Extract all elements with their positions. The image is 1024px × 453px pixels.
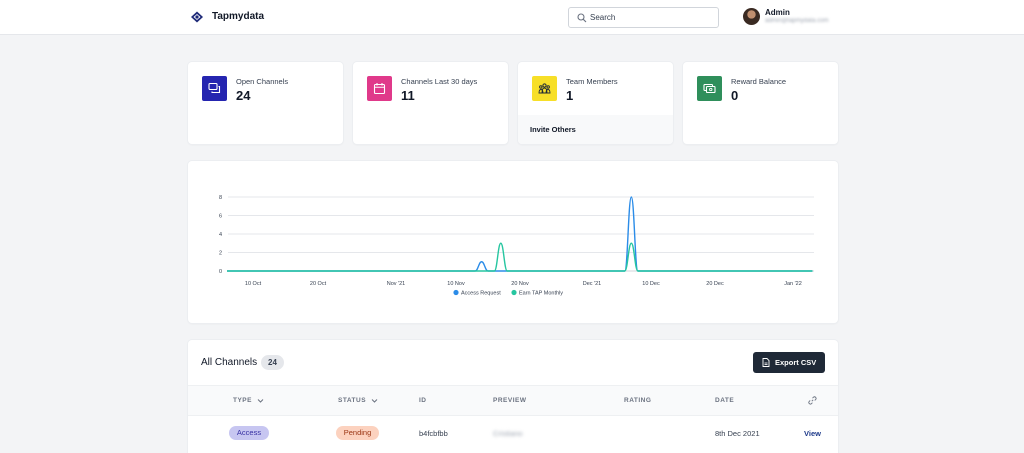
x-tick-label: 20 Dec: [706, 281, 724, 287]
column-status[interactable]: STATUS: [338, 397, 367, 404]
top-bar: Tapmydata Admin admin@tapmydata.com: [0, 0, 1024, 35]
stat-value: 1: [566, 88, 574, 103]
channel-id: b4fcbfbb: [419, 429, 448, 438]
channels-title: All Channels: [201, 357, 258, 368]
chevron-down-icon[interactable]: [371, 397, 378, 404]
channels-count-badge: 24: [261, 355, 284, 370]
stat-label: Channels Last 30 days: [401, 77, 478, 86]
avatar[interactable]: [743, 8, 760, 25]
legend-label: Access Request: [461, 291, 501, 297]
search-box[interactable]: [568, 7, 719, 28]
x-tick-label: 20 Oct: [310, 281, 327, 287]
all-channels-card: All Channels 24 Export CSV TYPE STATUS I…: [188, 340, 838, 453]
channel-date: 8th Dec 2021: [715, 429, 760, 438]
activity-chart: 0 2 4 6 8 10 Oct 20 Oct Nov '21 10 Nov 20 Nov Dec …: [219, 195, 814, 297]
chat-icon-box: [202, 76, 227, 101]
activity-chart-card: 0 2 4 6 8 10 Oct 20 Oct Nov '21 10 Nov 20 Nov Dec …: [188, 161, 838, 323]
calendar-icon: [373, 83, 386, 95]
type-badge: Access: [229, 426, 269, 440]
x-tick-label: 10 Nov: [447, 281, 465, 287]
column-type[interactable]: TYPE: [233, 397, 252, 404]
stat-label: Team Members: [566, 77, 618, 86]
table-header: TYPE STATUS ID PREVIEW RATING DATE: [188, 385, 838, 416]
channel-preview: Cristiano: [493, 429, 523, 438]
x-tick-label: 20 Nov: [511, 281, 529, 287]
legend-marker: [511, 289, 517, 296]
invite-others-link[interactable]: Invite Others: [530, 125, 576, 134]
user-name: Admin: [765, 8, 790, 17]
stat-label: Reward Balance: [731, 77, 787, 86]
user-email: admin@tapmydata.com: [765, 18, 829, 24]
chevron-down-icon[interactable]: [257, 397, 264, 404]
search-input[interactable]: [590, 10, 710, 25]
stat-value: 24: [236, 88, 251, 103]
logo-icon[interactable]: [190, 10, 204, 24]
y-tick-label: 8: [219, 195, 222, 201]
x-tick-label: Jan '22: [784, 281, 802, 287]
money-icon: [703, 83, 716, 94]
x-tick-label: 10 Oct: [245, 281, 262, 287]
export-csv-button[interactable]: Export CSV: [753, 352, 825, 373]
team-icon: [538, 83, 551, 94]
column-date: DATE: [715, 397, 735, 404]
stat-value: 11: [401, 88, 415, 103]
y-tick-label: 4: [219, 232, 222, 238]
money-icon-box: [697, 76, 722, 101]
search-icon: [577, 13, 587, 23]
y-tick-label: 6: [219, 214, 222, 220]
stat-card-open-channels: Open Channels 24: [188, 62, 343, 144]
stat-card-channels-30-days: Channels Last 30 days 11: [353, 62, 508, 144]
invite-others-footer[interactable]: Invite Others: [518, 115, 673, 144]
column-preview: PREVIEW: [493, 397, 527, 404]
calendar-icon-box: [367, 76, 392, 101]
team-icon-box: [532, 76, 557, 101]
legend-label: Earn TAP Monthly: [519, 291, 563, 297]
view-link[interactable]: View: [804, 429, 821, 438]
stat-card-team-members: Team Members 1 Invite Others: [518, 62, 673, 144]
y-tick-label: 0: [219, 269, 222, 275]
series-line-1: [227, 242, 813, 272]
brand-name[interactable]: Tapmydata: [212, 11, 265, 22]
link-icon: [808, 396, 817, 405]
y-tick-label: 2: [219, 251, 222, 257]
table-row[interactable]: Access Pending b4fcbfbb Cristiano 8th De…: [188, 417, 838, 449]
chat-icon: [208, 82, 221, 94]
stat-value: 0: [731, 88, 739, 103]
legend-marker: [453, 289, 459, 296]
x-tick-label: Nov '21: [387, 281, 405, 287]
document-icon: [762, 358, 770, 367]
column-rating: RATING: [624, 397, 652, 404]
x-tick-label: 10 Dec: [642, 281, 660, 287]
column-id: ID: [419, 397, 427, 404]
x-tick-label: Dec '21: [583, 281, 601, 287]
stat-card-reward-balance: Reward Balance 0: [683, 62, 838, 144]
stat-label: Open Channels: [236, 77, 289, 86]
status-badge: Pending: [336, 426, 379, 440]
export-csv-label: Export CSV: [775, 358, 817, 367]
